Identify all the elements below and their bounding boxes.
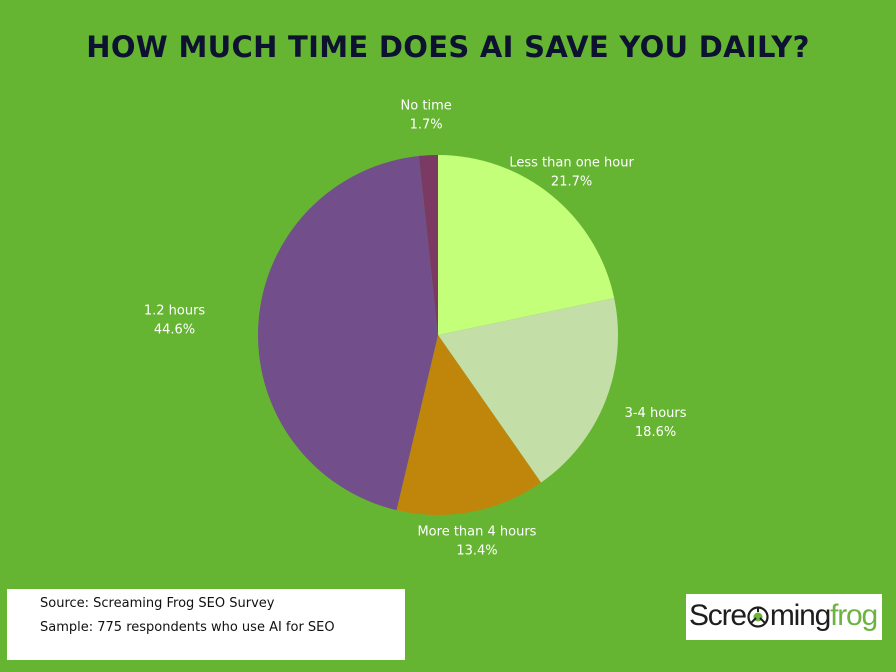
pie-slices bbox=[257, 155, 618, 515]
logo-text-part3: frog bbox=[830, 599, 878, 632]
pie-slice-3 bbox=[257, 156, 438, 511]
pie-labels: Less than one hour 21.7% 3-4 hours 18.6% Mor… bbox=[144, 98, 687, 558]
source-text: Source: Screaming Frog SEO Survey bbox=[40, 596, 275, 611]
pie-slice-4 bbox=[418, 155, 438, 335]
slice-label-4: No time bbox=[401, 98, 452, 113]
pie-slice-0 bbox=[438, 155, 615, 335]
slice-value-3: 44.6% bbox=[154, 322, 195, 337]
slice-label-0: Less than one hour bbox=[509, 155, 634, 170]
slice-label-3: 1.2 hours bbox=[144, 303, 206, 318]
logo-text-part1: Scre bbox=[689, 599, 747, 632]
pie-slice-2 bbox=[396, 335, 542, 515]
source-box: Source: Screaming Frog SEO Survey Sample… bbox=[7, 589, 405, 660]
sample-text: Sample: 775 respondents who use AI for S… bbox=[40, 620, 335, 635]
logo-text-part2: ming bbox=[769, 599, 831, 632]
logo-wordmark: Scre mingfrog bbox=[689, 598, 878, 634]
chart-title: HOW MUCH TIME DOES AI SAVE YOU DAILY? bbox=[86, 30, 810, 64]
slice-label-1: 3-4 hours bbox=[625, 406, 687, 421]
frog-icon bbox=[747, 606, 769, 628]
pie-slice-1 bbox=[438, 297, 618, 483]
slice-value-1: 18.6% bbox=[635, 425, 676, 440]
slice-value-4: 1.7% bbox=[410, 117, 443, 132]
screaming-frog-logo: Scre mingfrog bbox=[686, 594, 882, 640]
slice-value-0: 21.7% bbox=[551, 174, 592, 189]
slice-value-2: 13.4% bbox=[456, 543, 497, 558]
slice-label-2: More than 4 hours bbox=[417, 524, 536, 539]
